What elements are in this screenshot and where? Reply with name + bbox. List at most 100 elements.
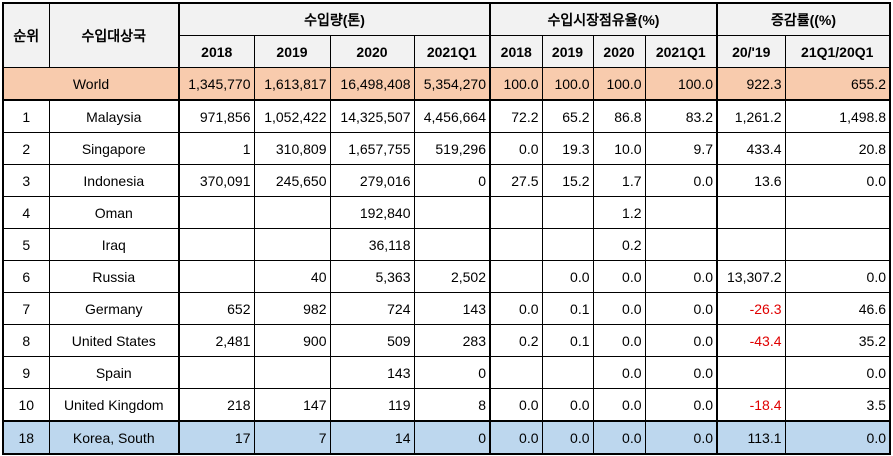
share-cell: 0.2 <box>592 228 646 261</box>
header-share-2018: 2018 <box>489 35 543 68</box>
header-share-2021q1: 2021Q1 <box>644 35 718 68</box>
growth-cell: 1,498.8 <box>784 99 891 133</box>
share-cell: 0.0 <box>644 420 718 455</box>
volume-cell: 971,856 <box>178 99 255 133</box>
growth-cell <box>716 356 786 389</box>
share-cell <box>541 228 594 261</box>
growth-cell <box>716 196 786 229</box>
table-row: 7 Germany 652 982 724 143 0.0 0.1 0.0 0.0 -26.3 46.… <box>2 292 891 325</box>
country-cell: Malaysia <box>48 99 180 133</box>
table-row: 9 Spain 143 0 0.0 0.0 0.0 <box>2 356 891 389</box>
volume-cell <box>253 356 331 389</box>
header-rank: 순위 <box>2 2 50 68</box>
share-cell: 27.5 <box>489 164 543 197</box>
growth-cell <box>784 196 891 229</box>
volume-cell: 17 <box>178 420 255 455</box>
rank-cell: 1 <box>2 99 50 133</box>
table-row: 18 Korea, South 17 7 14 0 0.0 0.0 0.0 0.0 113.1 0.0 <box>2 420 891 455</box>
share-cell: 0.0 <box>592 260 646 293</box>
growth-cell: 0.0 <box>784 420 891 455</box>
share-cell <box>489 228 543 261</box>
country-cell: Iraq <box>48 228 180 261</box>
rank-cell: 18 <box>2 420 50 455</box>
header-volume-2018: 2018 <box>178 35 255 68</box>
country-cell: Oman <box>48 196 180 229</box>
header-row-groups: 순위 수입대상국 수입량(톤) 수입시장점유율(%) 증감률((%) <box>2 2 891 68</box>
growth-cell: 113.1 <box>716 420 786 455</box>
table-row: 6 Russia 40 5,363 2,502 0.0 0.0 0.0 13,307.2 0.0 <box>2 260 891 293</box>
share-cell: 0.0 <box>489 388 543 422</box>
volume-cell <box>253 196 331 229</box>
share-cell: 9.7 <box>644 132 718 165</box>
volume-cell: 119 <box>329 388 415 422</box>
volume-cell: 5,363 <box>329 260 415 293</box>
volume-cell: 279,016 <box>329 164 415 197</box>
share-cell: 100.0 <box>489 67 543 101</box>
share-cell: 0.0 <box>489 292 543 325</box>
growth-cell: 13,307.2 <box>716 260 786 293</box>
volume-cell: 1,052,422 <box>253 99 331 133</box>
volume-cell <box>253 228 331 261</box>
volume-cell: 519,296 <box>413 132 491 165</box>
volume-cell: 1,657,755 <box>329 132 415 165</box>
header-growth: 증감률((%) <box>716 2 891 36</box>
share-cell: 1.7 <box>592 164 646 197</box>
header-share-2020: 2020 <box>592 35 646 68</box>
volume-cell: 1,613,817 <box>253 67 331 101</box>
volume-cell: 5,354,270 <box>413 67 491 101</box>
share-cell: 0.0 <box>644 356 718 389</box>
share-cell: 72.2 <box>489 99 543 133</box>
country-cell: Spain <box>48 356 180 389</box>
country-cell: Korea, South <box>48 420 180 455</box>
volume-cell: 2,481 <box>178 324 255 357</box>
table-row: 8 United States 2,481 900 509 283 0.2 0.1 0.0 0.0… <box>2 324 891 357</box>
growth-cell: 0.0 <box>784 260 891 293</box>
share-cell: 100.0 <box>541 67 594 101</box>
volume-cell: 310,809 <box>253 132 331 165</box>
rank-cell: 3 <box>2 164 50 197</box>
volume-cell: 652 <box>178 292 255 325</box>
rank-cell: 2 <box>2 132 50 165</box>
share-cell: 0.0 <box>592 324 646 357</box>
volume-cell: 724 <box>329 292 415 325</box>
table-body: World 1,345,770 1,613,817 16,498,408 5,354,2… <box>2 67 891 455</box>
share-cell: 19.3 <box>541 132 594 165</box>
share-cell: 65.2 <box>541 99 594 133</box>
share-cell: 0.0 <box>644 164 718 197</box>
share-cell <box>541 196 594 229</box>
growth-cell: 35.2 <box>784 324 891 357</box>
volume-cell: 218 <box>178 388 255 422</box>
share-cell: 83.2 <box>644 99 718 133</box>
volume-cell <box>178 356 255 389</box>
header-growth-20-19: 20/'19 <box>716 35 786 68</box>
growth-cell: 655.2 <box>784 67 891 101</box>
growth-cell <box>784 228 891 261</box>
volume-cell: 8 <box>413 388 491 422</box>
share-cell: 100.0 <box>592 67 646 101</box>
share-cell <box>489 196 543 229</box>
volume-cell: 982 <box>253 292 331 325</box>
share-cell: 1.2 <box>592 196 646 229</box>
volume-cell <box>178 260 255 293</box>
share-cell: 0.0 <box>592 292 646 325</box>
header-volume-2021q1: 2021Q1 <box>413 35 491 68</box>
share-cell: 0.1 <box>541 292 594 325</box>
share-cell: 0.0 <box>489 420 543 455</box>
volume-cell <box>413 196 491 229</box>
share-cell <box>644 196 718 229</box>
country-cell: United States <box>48 324 180 357</box>
country-cell: Indonesia <box>48 164 180 197</box>
share-cell: 0.2 <box>489 324 543 357</box>
country-cell: Singapore <box>48 132 180 165</box>
volume-cell: 0 <box>413 356 491 389</box>
volume-cell: 16,498,408 <box>329 67 415 101</box>
growth-cell: -26.3 <box>716 292 786 325</box>
rank-cell: 10 <box>2 388 50 422</box>
volume-cell: 245,650 <box>253 164 331 197</box>
table-row: 5 Iraq 36,118 0.2 <box>2 228 891 261</box>
table-row: 1 Malaysia 971,856 1,052,422 14,325,507 4,456… <box>2 99 891 133</box>
volume-cell: 2,502 <box>413 260 491 293</box>
share-cell: 0.1 <box>541 324 594 357</box>
share-cell <box>644 228 718 261</box>
